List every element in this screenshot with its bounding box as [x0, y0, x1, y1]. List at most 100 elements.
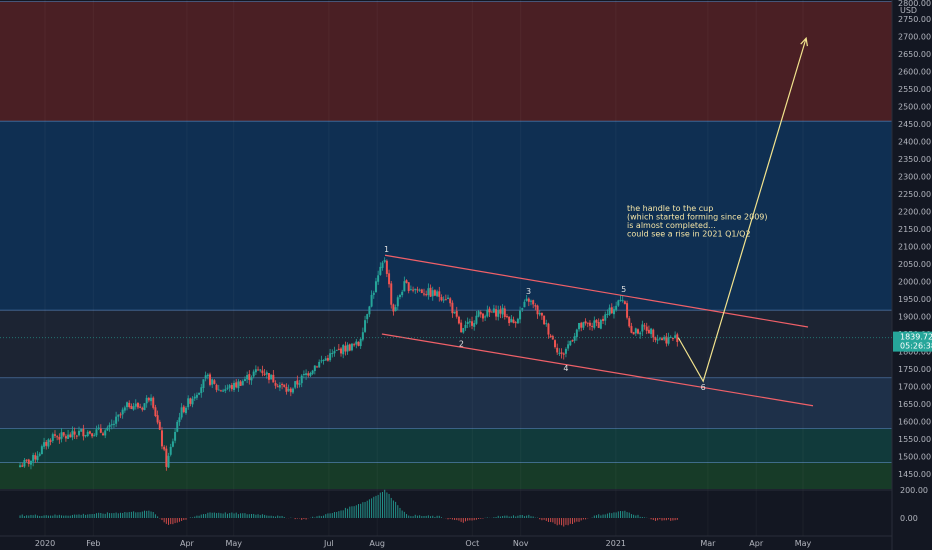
candle-body [595, 319, 598, 323]
candle-body [545, 323, 548, 325]
candle [93, 433, 96, 437]
candle [453, 311, 456, 314]
wave-label-5: 5 [621, 285, 626, 294]
channel-line-lower[interactable] [381, 333, 814, 407]
candle [134, 399, 137, 410]
candle [226, 384, 229, 391]
candle [571, 339, 574, 342]
candle [73, 427, 76, 440]
candle [143, 403, 146, 411]
candle [320, 355, 323, 364]
price-tick: 2650.00 [898, 50, 931, 59]
candle-body [669, 336, 672, 338]
candle-body [632, 332, 635, 335]
candle [619, 295, 622, 302]
candle-body [523, 301, 526, 308]
candle-body [257, 369, 260, 371]
candle-body [43, 442, 46, 447]
candle-body [512, 319, 515, 323]
candle-body [481, 313, 484, 319]
candle [486, 305, 489, 318]
candle [322, 359, 325, 365]
candle [246, 371, 249, 384]
candle [198, 392, 201, 396]
candle [154, 404, 157, 418]
candle-body [503, 308, 506, 317]
candle [632, 331, 635, 335]
candle-body [427, 288, 430, 296]
candle-body [665, 336, 668, 344]
time-tick: May [795, 539, 812, 548]
candle-body [213, 380, 216, 384]
candle-body [99, 428, 102, 433]
drawings[interactable] [381, 36, 814, 407]
candle [481, 313, 484, 322]
candle-body [56, 436, 59, 438]
candle [274, 380, 277, 389]
time-tick: Mar [700, 539, 716, 548]
candle-body [619, 299, 622, 301]
candle [436, 289, 439, 298]
candle-body [165, 448, 168, 467]
candle [311, 369, 314, 376]
grid [44, 0, 804, 536]
candle [104, 428, 107, 439]
candle-body [425, 294, 428, 296]
candle-body [353, 344, 356, 346]
candle [514, 320, 517, 328]
candle-body [584, 321, 587, 324]
candle-body [49, 440, 52, 442]
candle [392, 303, 395, 316]
candle-body [91, 433, 94, 437]
candle-body [433, 290, 436, 296]
price-axis-bg [892, 0, 932, 550]
candle [529, 299, 532, 306]
candle [567, 340, 570, 351]
candle-body [521, 308, 524, 310]
annotation-line: could see a rise in 2021 Q1/Q2 [627, 230, 751, 239]
candle-body [132, 406, 135, 410]
time-axis[interactable]: 2020 Feb Apr May Jul Aug Oct Nov 2021 Mar Apr May [35, 539, 812, 548]
candle [532, 299, 535, 309]
candle [117, 414, 120, 422]
candle-body [239, 381, 242, 386]
candle-body [344, 345, 347, 352]
candle [427, 283, 430, 300]
candle-body [335, 349, 338, 351]
candle [409, 285, 412, 291]
candle-body [228, 385, 231, 388]
candle [431, 286, 434, 301]
candle [523, 299, 526, 308]
channel-line-upper[interactable] [384, 254, 809, 328]
candle [169, 443, 172, 457]
candle [82, 424, 85, 441]
candle-body [414, 288, 417, 291]
wave-label-1: 1 [384, 245, 389, 254]
candle-body [233, 382, 236, 390]
candle [248, 370, 251, 385]
candle [71, 426, 74, 441]
candle-body [329, 353, 332, 361]
candle-body [219, 390, 222, 392]
candle [171, 438, 174, 448]
candle [359, 337, 362, 349]
candle [272, 370, 275, 383]
candle-body [102, 433, 105, 436]
candle [307, 371, 310, 378]
candle [361, 327, 364, 342]
zone-1 [0, 121, 892, 311]
candle [115, 411, 118, 427]
candle [191, 396, 194, 408]
candle-body [420, 289, 423, 294]
candle [342, 343, 345, 359]
candle-body [639, 332, 642, 335]
candle [300, 374, 303, 388]
projection-path[interactable] [677, 38, 807, 383]
candle-body [126, 402, 129, 408]
candle [49, 438, 52, 446]
candle [412, 286, 415, 293]
candle-body [202, 379, 205, 388]
